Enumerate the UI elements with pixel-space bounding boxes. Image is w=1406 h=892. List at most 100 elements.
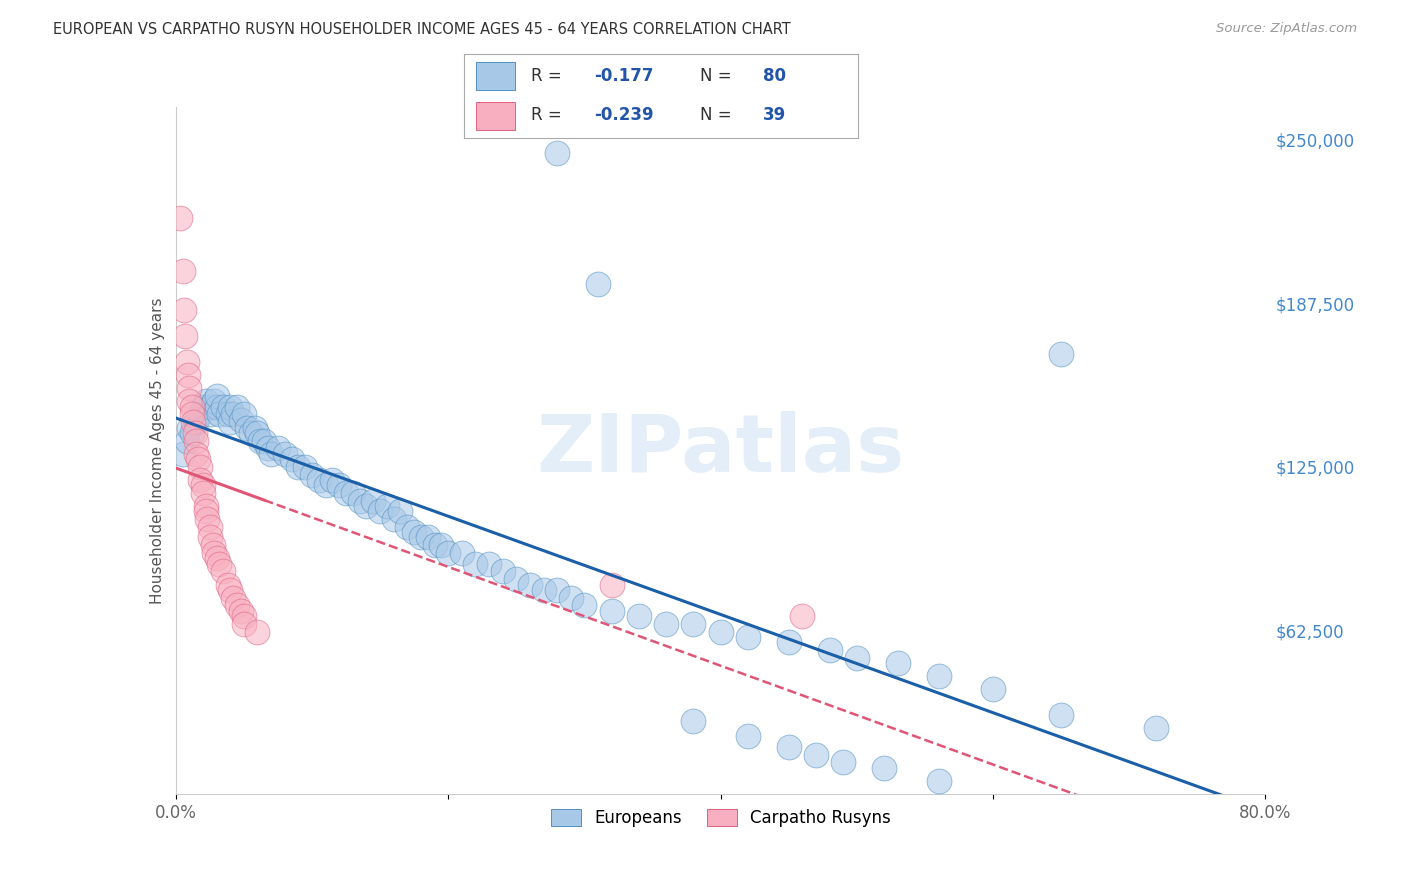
Point bbox=[682, 616, 704, 631]
Point bbox=[328, 478, 350, 492]
Point bbox=[202, 394, 225, 409]
Point bbox=[249, 434, 271, 448]
Point bbox=[928, 669, 950, 683]
Point bbox=[226, 400, 249, 414]
Text: 39: 39 bbox=[763, 106, 786, 124]
Point bbox=[342, 486, 364, 500]
Point bbox=[169, 211, 191, 226]
Point bbox=[464, 557, 486, 571]
Text: N =: N = bbox=[700, 106, 731, 124]
Point bbox=[208, 408, 231, 422]
Point bbox=[832, 756, 855, 770]
Text: R =: R = bbox=[531, 67, 561, 85]
FancyBboxPatch shape bbox=[475, 62, 515, 90]
Point bbox=[375, 499, 398, 513]
FancyBboxPatch shape bbox=[475, 102, 515, 130]
Point bbox=[198, 400, 221, 414]
Point bbox=[389, 504, 412, 518]
Point bbox=[778, 739, 800, 754]
Point bbox=[177, 368, 200, 383]
Point bbox=[416, 531, 439, 545]
Point bbox=[191, 478, 214, 492]
Point bbox=[202, 546, 225, 560]
Point bbox=[257, 442, 280, 456]
Point bbox=[232, 609, 254, 624]
Point bbox=[600, 577, 623, 591]
Point bbox=[219, 582, 242, 597]
Text: -0.239: -0.239 bbox=[593, 106, 654, 124]
Point bbox=[873, 761, 896, 775]
Point bbox=[1050, 347, 1073, 361]
Point bbox=[356, 499, 378, 513]
Point bbox=[586, 277, 609, 291]
Point bbox=[450, 546, 472, 560]
Point bbox=[181, 425, 204, 440]
Point bbox=[232, 408, 254, 422]
Point bbox=[181, 400, 204, 414]
Point bbox=[186, 434, 208, 448]
Point bbox=[260, 447, 283, 461]
Point bbox=[239, 425, 262, 440]
Point bbox=[243, 420, 266, 434]
Point bbox=[404, 525, 426, 540]
Point bbox=[172, 263, 194, 277]
Point bbox=[1144, 722, 1167, 736]
Point bbox=[217, 408, 239, 422]
Point bbox=[274, 447, 297, 461]
Point bbox=[267, 442, 290, 456]
Point bbox=[253, 434, 276, 448]
Point bbox=[335, 486, 357, 500]
Point bbox=[179, 394, 201, 409]
Point bbox=[179, 420, 201, 434]
Point bbox=[212, 400, 235, 414]
Point bbox=[194, 504, 217, 518]
Point bbox=[928, 773, 950, 788]
Point bbox=[188, 408, 211, 422]
Point bbox=[845, 650, 868, 665]
Point bbox=[818, 643, 841, 657]
Point bbox=[186, 452, 209, 467]
Point bbox=[519, 577, 541, 591]
Text: N =: N = bbox=[700, 67, 731, 85]
Point bbox=[981, 682, 1004, 697]
Point bbox=[219, 400, 242, 414]
Point bbox=[231, 413, 253, 427]
Point bbox=[181, 408, 204, 422]
Point bbox=[423, 538, 446, 552]
Point bbox=[368, 504, 391, 518]
Point bbox=[737, 630, 759, 644]
Point bbox=[546, 145, 568, 160]
Point bbox=[430, 538, 453, 552]
Text: R =: R = bbox=[531, 106, 561, 124]
Point bbox=[574, 599, 596, 613]
Point bbox=[198, 520, 221, 534]
Point bbox=[191, 486, 214, 500]
Point bbox=[396, 520, 419, 534]
Point bbox=[560, 591, 582, 605]
Point bbox=[1050, 708, 1073, 723]
Point bbox=[437, 546, 460, 560]
Point bbox=[315, 478, 337, 492]
Point bbox=[205, 389, 228, 403]
Point bbox=[188, 473, 211, 487]
Text: Source: ZipAtlas.com: Source: ZipAtlas.com bbox=[1216, 22, 1357, 36]
Point bbox=[219, 415, 242, 429]
Point bbox=[546, 582, 568, 597]
Point bbox=[280, 452, 302, 467]
Point bbox=[294, 459, 316, 474]
Point bbox=[198, 531, 221, 545]
Point bbox=[600, 604, 623, 618]
Legend: Europeans, Carpatho Rusyns: Europeans, Carpatho Rusyns bbox=[544, 802, 897, 834]
Text: 80: 80 bbox=[763, 67, 786, 85]
Point bbox=[173, 302, 195, 317]
Point bbox=[186, 447, 208, 461]
Point bbox=[174, 329, 197, 343]
Point bbox=[176, 434, 198, 448]
Point bbox=[176, 355, 198, 369]
Point bbox=[246, 624, 269, 639]
Point bbox=[655, 616, 678, 631]
Point bbox=[201, 538, 224, 552]
Point bbox=[184, 425, 207, 440]
Point bbox=[231, 604, 253, 618]
Text: -0.177: -0.177 bbox=[593, 67, 654, 85]
